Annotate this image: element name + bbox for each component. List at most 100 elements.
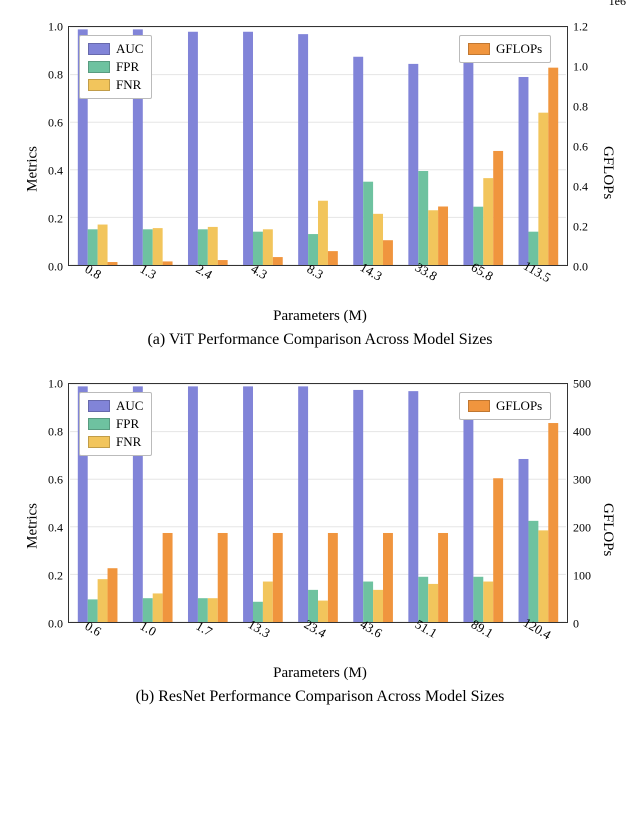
chart-resnet: MetricsGFLOPs0.00.20.40.60.81.0010020030… (10, 367, 630, 706)
x-axis-label: Parameters (M) (68, 665, 572, 682)
bar-gflops (383, 533, 393, 622)
bar-gflops (548, 423, 558, 622)
ytick-right: 0 (573, 617, 579, 632)
legend-metrics: AUC FPR FNR (79, 392, 152, 456)
ytick-right: 0.4 (573, 180, 588, 195)
ytick-left: 0.6 (48, 116, 63, 131)
bar-fnr (208, 598, 218, 622)
bar-fnr (98, 225, 108, 265)
bar-fnr (98, 579, 108, 622)
legend-gflops: GFLOPs (459, 392, 551, 420)
bar-fnr (428, 584, 438, 622)
xtick-labels: 0.81.32.44.38.314.333.865.8113.5 (69, 265, 567, 299)
plot-area: MetricsGFLOPs0.00.20.40.60.81.0010020030… (68, 383, 568, 623)
legend-swatch (88, 436, 110, 448)
legend-label: FNR (116, 77, 141, 93)
xtick-label: 1.7 (193, 618, 215, 640)
ytick-right: 300 (573, 473, 591, 488)
y-axis-label-left: Metrics (25, 146, 42, 192)
legend-label: GFLOPs (496, 398, 542, 414)
ytick-left: 0.8 (48, 425, 63, 440)
y-axis-label-right: GFLOPs (599, 503, 616, 556)
bar-auc (519, 459, 529, 622)
xtick-labels: 0.61.01.713.323.443.651.189.1120.4 (69, 622, 567, 656)
bar-fnr (318, 601, 328, 622)
xtick-label: 2.4 (193, 261, 215, 283)
ytick-right: 100 (573, 569, 591, 584)
bar-fpr (473, 207, 483, 265)
legend-label: GFLOPs (496, 41, 542, 57)
bar-gflops (328, 533, 338, 622)
ytick-right: 1.0 (573, 60, 588, 75)
bar-gflops (218, 533, 228, 622)
bar-auc (408, 64, 418, 265)
ytick-left: 0.6 (48, 473, 63, 488)
ytick-right: 500 (573, 377, 591, 392)
ytick-left: 0.4 (48, 521, 63, 536)
bar-fnr (373, 214, 383, 265)
bar-fnr (263, 582, 273, 622)
bar-auc (353, 390, 363, 622)
y-axis-label-right: GFLOPs (599, 146, 616, 199)
figure-root: 1e6MetricsGFLOPs0.00.20.40.60.81.00.00.2… (10, 10, 630, 706)
bar-fnr (538, 530, 548, 622)
legend-item-fnr: FNR (88, 76, 143, 94)
legend-item-auc: AUC (88, 397, 143, 415)
bar-fnr (318, 201, 328, 265)
caption: (b) ResNet Performance Comparison Across… (10, 688, 630, 706)
bar-auc (243, 386, 253, 622)
bar-fnr (428, 210, 438, 265)
legend-metrics: AUCFPRFNR (79, 35, 152, 99)
bar-fpr (253, 232, 263, 265)
ytick-right: 400 (573, 425, 591, 440)
xtick-label: 0.6 (82, 618, 104, 640)
legend-label: AUC (116, 41, 143, 57)
ytick-right: 0.6 (573, 140, 588, 155)
bar-auc (188, 386, 198, 622)
legend-label: FPR (116, 416, 139, 432)
bar-fnr (483, 178, 493, 265)
legend-swatch (468, 43, 490, 55)
bar-auc (463, 410, 473, 622)
legend-label: FNR (116, 434, 141, 450)
ytick-left: 0.8 (48, 68, 63, 83)
bar-fnr (483, 582, 493, 622)
bar-gflops (328, 251, 338, 265)
bar-gflops (493, 478, 503, 622)
chart-vit: 1e6MetricsGFLOPs0.00.20.40.60.81.00.00.2… (10, 10, 630, 349)
bar-auc (243, 32, 253, 265)
ytick-right: 0.8 (573, 100, 588, 115)
xtick-label: 1.0 (137, 618, 159, 640)
bar-auc (298, 386, 308, 622)
ytick-left: 0.0 (48, 617, 63, 632)
legend-label: AUC (116, 398, 143, 414)
bar-fpr (308, 234, 318, 265)
y-axis-label-left: Metrics (25, 503, 42, 549)
xtick-label: 8.3 (304, 261, 326, 283)
legend-item-fpr: FPR (88, 415, 143, 433)
legend-item-fpr: FPR (88, 58, 143, 76)
legend-item-auc: AUC (88, 40, 143, 58)
ytick-left: 1.0 (48, 377, 63, 392)
legend-item-fnr: FNR (88, 433, 143, 451)
bar-gflops (273, 257, 283, 265)
plot-area: MetricsGFLOPs0.00.20.40.60.81.00.00.20.4… (68, 26, 568, 266)
bar-auc (519, 77, 529, 265)
bar-auc (463, 63, 473, 265)
legend-swatch (468, 400, 490, 412)
ytick-right: 200 (573, 521, 591, 536)
bar-fpr (528, 521, 538, 622)
legend-item-gflops: GFLOPs (468, 40, 542, 58)
ytick-right: 0.0 (573, 260, 588, 275)
legend-swatch (88, 79, 110, 91)
ytick-left: 0.0 (48, 260, 63, 275)
bar-auc (408, 391, 418, 622)
bar-gflops (163, 533, 173, 622)
legend-swatch (88, 43, 110, 55)
bar-fnr (538, 113, 548, 265)
xtick-label: 1.3 (137, 261, 159, 283)
bar-fnr (153, 228, 163, 265)
legend-item-gflops: GFLOPs (468, 397, 542, 415)
xtick-label: 4.3 (248, 261, 270, 283)
bar-auc (298, 34, 308, 265)
